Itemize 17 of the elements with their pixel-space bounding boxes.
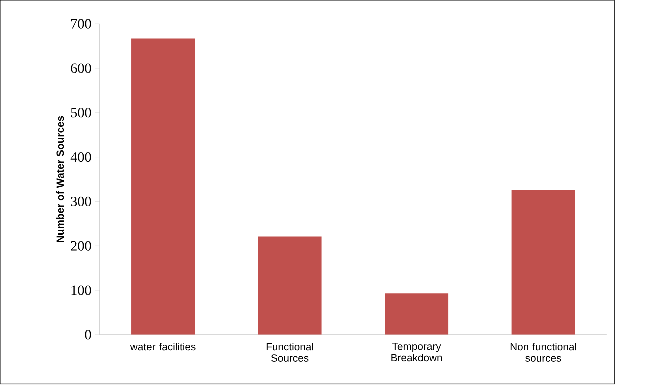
y-tick-label: 600	[71, 64, 92, 74]
y-tick-label: 200	[71, 242, 92, 252]
bar	[258, 236, 322, 336]
bar	[512, 190, 576, 336]
x-tick-label: Temporary Breakdown	[392, 343, 442, 362]
bar	[132, 38, 196, 336]
y-tick-label: 300	[71, 197, 92, 207]
bar	[385, 294, 449, 336]
y-axis-title: Number of Water Sources	[56, 116, 64, 243]
x-tick-label: Non functional sources	[510, 343, 576, 362]
y-tick-label: 100	[72, 286, 92, 296]
y-tick-label: 700	[72, 20, 92, 30]
y-tick-label: 0	[85, 330, 92, 340]
x-tick-label: Functional Sources	[266, 343, 314, 362]
y-tick-label: 500	[71, 108, 92, 118]
x-tick-label: water facilities	[130, 343, 196, 351]
y-tick-label: 400	[70, 152, 92, 162]
